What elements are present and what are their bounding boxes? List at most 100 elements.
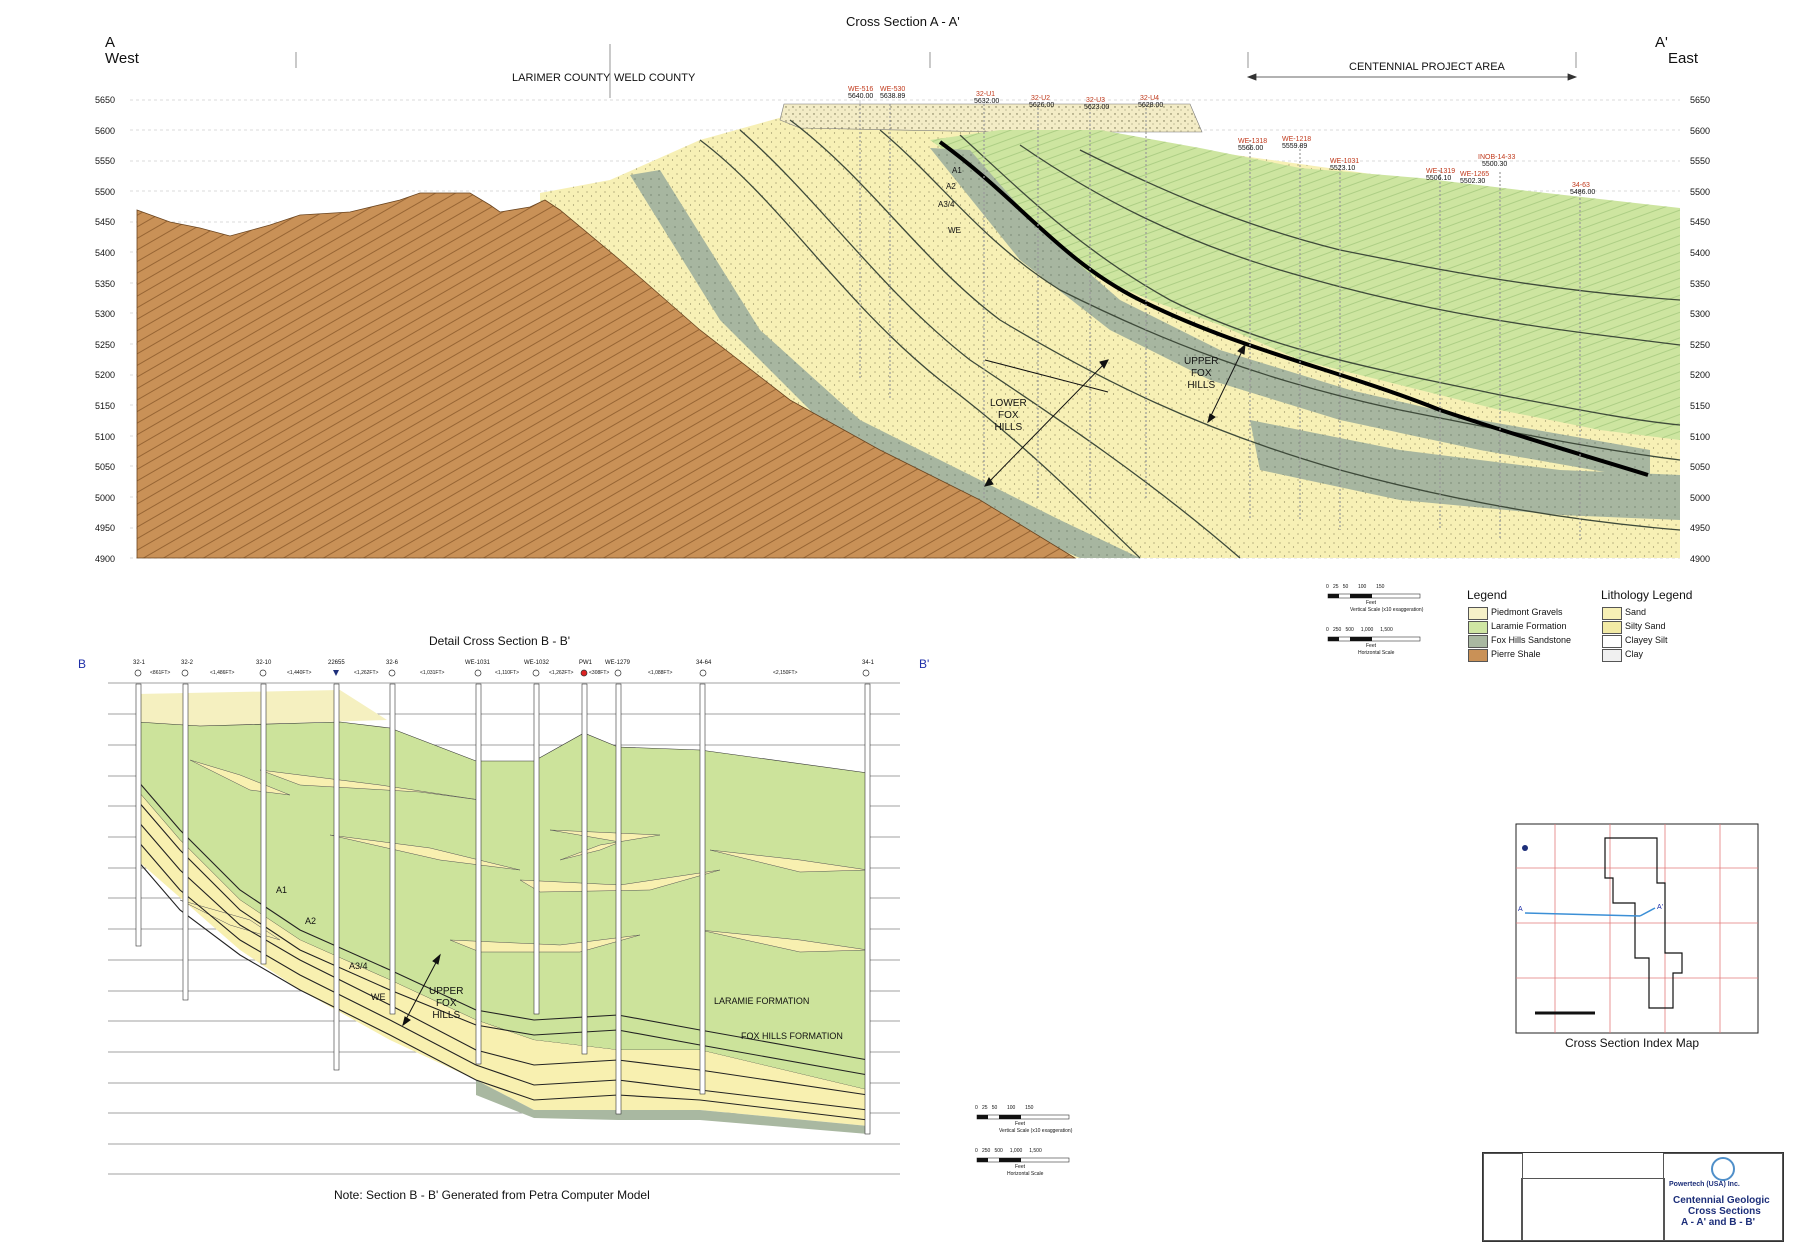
scale-a-vert-ticks: 0 25 50 100 150 [1326,584,1384,590]
well-elev: 5632.00 [974,98,1000,105]
legend-swatch-fox-hills [1468,635,1488,648]
well-elev: 5623.00 [1084,104,1110,111]
unit-label-a1: A1 [952,166,962,175]
b-fox-hills-sand [137,790,868,1126]
well-id: 32-U3 [1086,97,1106,104]
scale-bars-a [1327,593,1421,642]
b-well-id: 32-6 [386,660,399,666]
scale-a-horiz-ticks: 0 250 500 1,000 1,500 [1326,627,1393,633]
left-elevation-axis: 5650 5600 5550 5500 5450 5400 5350 5300 … [95,93,127,583]
b-well-id: 32-2 [181,660,194,666]
tick: 100 [1006,1105,1016,1111]
title-block-revisions [1521,1178,1665,1241]
upper-fox-hills-label: UPPER FOX HILLS [1184,356,1219,391]
b-well-id: WE-1279 [605,660,631,666]
elev-tick: 5100 [1690,431,1711,442]
elev-tick: 5650 [1690,95,1711,105]
unit-label-we: WE [948,226,961,235]
lithology-legend-title: Lithology Legend [1601,588,1693,602]
elev-tick: 5150 [95,400,116,411]
well-elev: 5506.10 [1426,175,1452,182]
elev-tick: 5300 [95,309,116,320]
b-pierre-base [476,1080,868,1134]
b-well-id: 34-1 [862,660,875,666]
elev-tick: 5050 [95,462,116,473]
bold-marker-horizon [938,140,1649,477]
tick: 0 [975,1148,978,1154]
well-id: WE-1318 [1238,138,1268,145]
lith-swatch-clayey-silt [1602,635,1622,648]
unit-label-a2: A2 [946,182,956,191]
section-boundary-lines [295,44,1577,98]
section-a-left-label: A [105,34,116,51]
lith-item: Sand [1625,607,1647,617]
lith-swatch-sand [1602,607,1622,620]
b-well-id: PW1 [579,660,593,666]
tick: 100 [1357,584,1367,590]
legend-item: Pierre Shale [1491,649,1541,659]
elev-tick: 4900 [95,553,116,564]
index-map-caption: Cross Section Index Map [1565,1036,1700,1050]
fox-hills-band-upper [930,148,1650,480]
scale-b-vert-unit: Feet [1015,1121,1026,1127]
well-elev: 5500.30 [1482,161,1508,168]
b-distance: <308FT> [589,670,610,676]
well-elev: 5628.00 [1138,102,1164,109]
tick: 25 [981,1105,988,1111]
well-id: WE-1218 [1282,136,1312,143]
legend-title: Legend [1467,588,1508,602]
tick: 1,000 [1360,627,1374,633]
well-id: WE-530 [880,86,906,93]
tick: 0 [1326,584,1329,590]
b-sand-lenses [179,759,869,953]
laramie-formation [930,130,1680,440]
b-distance: <1,262FT> [549,670,574,676]
b-well-id: 34-64 [696,660,712,666]
section-a-west-label: West [105,50,139,67]
tick: 150 [1376,584,1385,590]
index-map-a-label: A [1518,906,1523,913]
title-block: Powertech (USA) Inc. Centennial Geologic… [1482,1152,1784,1242]
elev-tick: 5250 [1690,339,1711,350]
elev-tick: 4900 [1690,553,1711,564]
well-id: WE-1031 [1330,158,1360,165]
county-left-label: LARIMER COUNTY [512,72,611,84]
title-block-main [1663,1153,1783,1241]
scale-a-horiz-caption: Horizontal Scale [1358,650,1395,656]
well-elev: 5638.89 [880,93,906,100]
company-logo-icon [1711,1157,1735,1181]
legend-item: Piedmont Gravels [1491,607,1563,617]
b-thickness-arrow [402,953,441,1027]
b-distance: <1,031FT> [420,670,445,676]
b-upper-fox-hills-label: UPPER FOX HILLS [429,986,464,1021]
section-b-note: Note: Section B - B' Generated from Petr… [334,1188,650,1202]
lith-swatch-clay [1602,649,1622,662]
elev-tick: 5000 [95,492,116,503]
tick: 1,500 [1380,627,1393,633]
b-unit-label-a1: A1 [276,885,288,895]
tick: 500 [994,1148,1003,1154]
fox-hills-band-lower [1250,420,1680,520]
b-distance: <1,262FT> [354,670,379,676]
tick: 50 [1342,584,1349,590]
section-b-left-label: B [78,657,87,671]
scale-bars-b [976,1114,1070,1163]
legend-item: Fox Hills Sandstone [1491,635,1572,645]
section-b-right-label: B' [919,657,930,671]
b-well-id: WE-1032 [524,660,550,666]
elev-tick: 5150 [1690,400,1711,411]
scale-b-vert-caption: Vertical Scale (x10 exaggeration) [999,1128,1073,1134]
elev-tick: 5200 [1690,370,1711,381]
project-area-arrow [1246,73,1578,81]
tick: 0 [1326,627,1329,633]
b-contact-lines [136,779,869,1121]
thickness-arrows [984,343,1246,487]
b-distance: <1,088FT> [648,670,673,676]
scale-a-horiz-unit: Feet [1366,643,1377,649]
well-elev: 5626.00 [1029,102,1055,109]
scale-b-horiz-unit: Feet [1015,1164,1026,1170]
b-distance: <1,110FT> [495,670,520,676]
